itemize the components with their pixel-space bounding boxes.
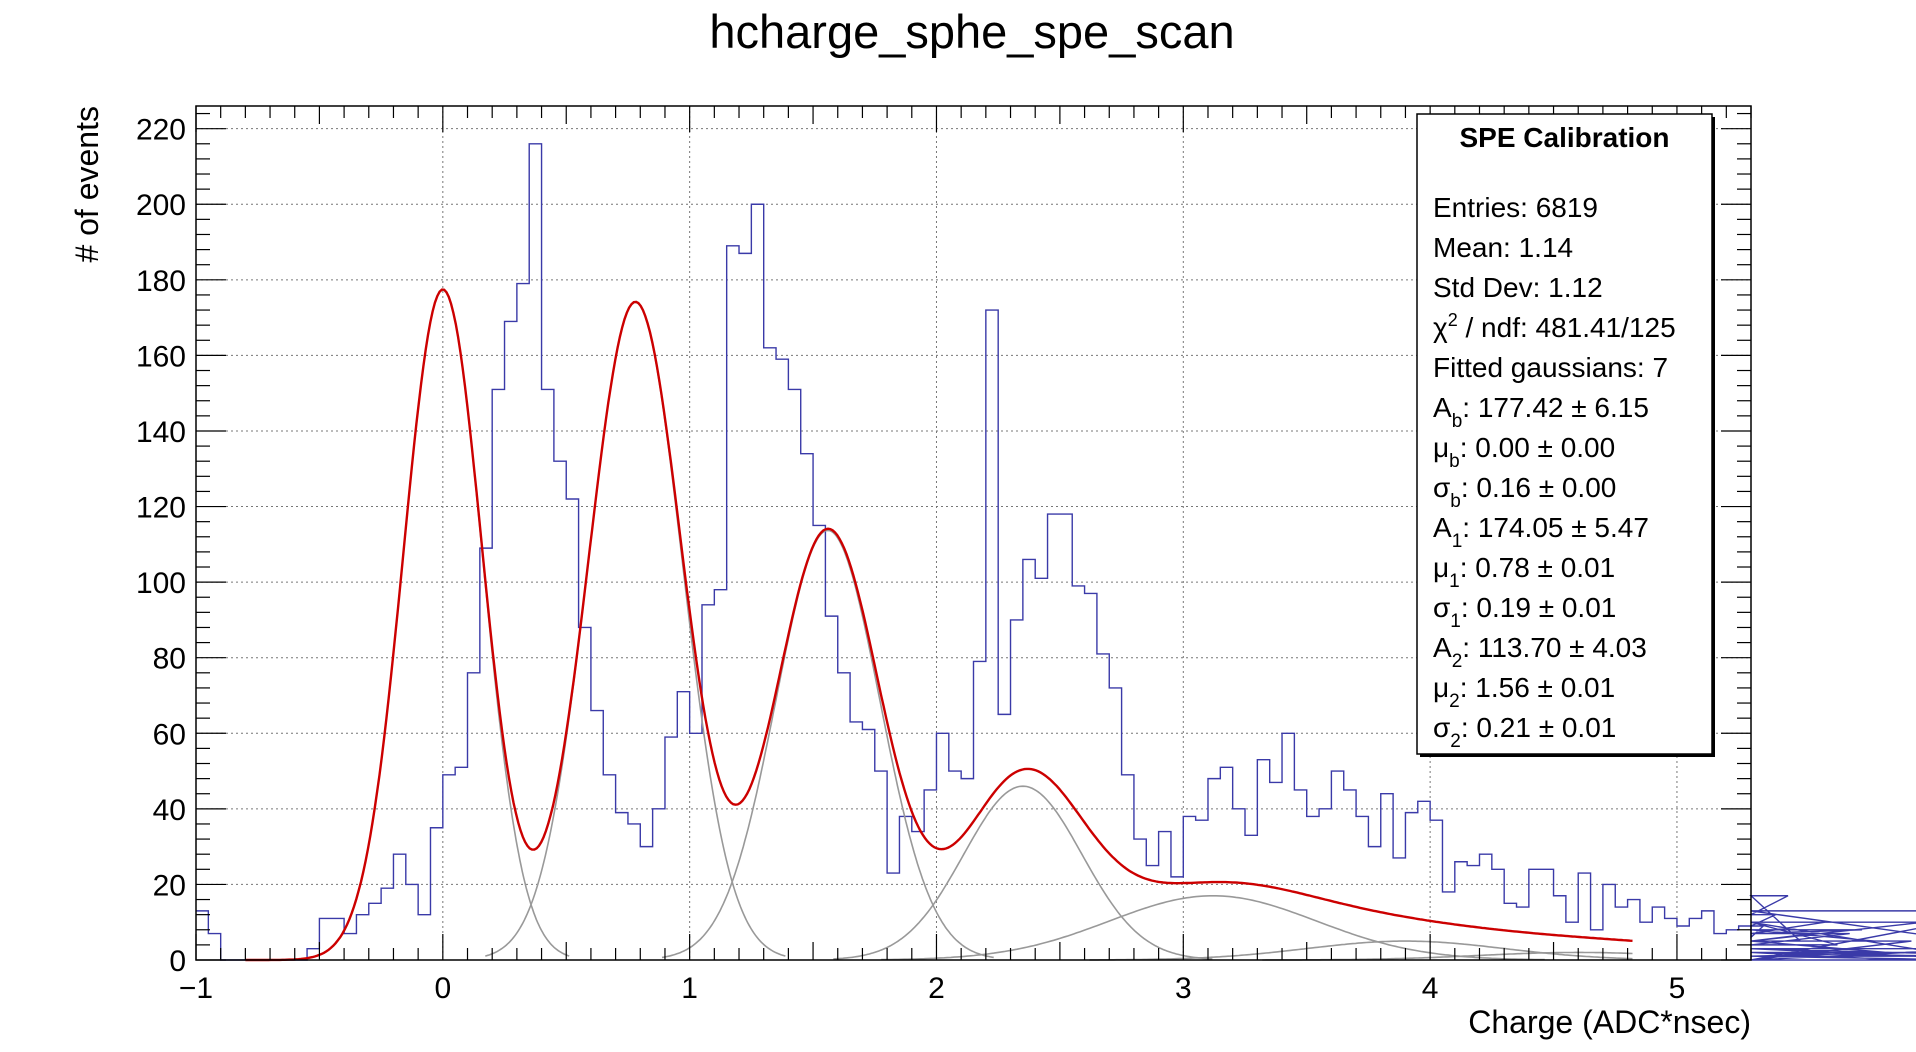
- stats-entries: Entries: 6819: [1433, 192, 1598, 223]
- y-tick-label: 140: [136, 416, 186, 449]
- y-tick-label: 20: [153, 869, 186, 902]
- y-tick-label: 0: [169, 945, 186, 978]
- stats-param: μ1: 0.78 ± 0.01: [1433, 552, 1615, 592]
- x-tick-label: −1: [179, 972, 213, 1005]
- total-fit-curve: [245, 288, 1633, 962]
- x-tick-label: 1: [681, 972, 698, 1005]
- chart-title: hcharge_sphe_spe_scan: [709, 5, 1234, 58]
- gaussian-component: [661, 529, 994, 959]
- y-axis-title: # of events: [69, 106, 105, 263]
- stats-stddev: Std Dev: 1.12: [1433, 272, 1603, 303]
- gaussian-component: [833, 785, 1213, 960]
- stats-param: σ2: 0.21 ± 0.01: [1433, 712, 1616, 752]
- total-fit: [245, 288, 1633, 962]
- x-tick-label: 3: [1175, 972, 1192, 1005]
- y-tick-label: 40: [153, 794, 186, 827]
- stats-param: σ1: 0.19 ± 0.01: [1433, 592, 1616, 632]
- x-tick-label: 2: [928, 972, 945, 1005]
- stats-mean: Mean: 1.14: [1433, 232, 1573, 263]
- y-tick-label: 100: [136, 567, 186, 600]
- stats-param: μb: 0.00 ± 0.00: [1433, 432, 1615, 472]
- y-tick-label: 220: [136, 114, 186, 147]
- y-tick-label: 180: [136, 265, 186, 298]
- y-tick-label: 160: [136, 340, 186, 373]
- stats-chi2: χ2 / ndf: 481.41/125: [1433, 310, 1676, 343]
- stats-header: SPE Calibration: [1459, 122, 1669, 153]
- y-tick-label: 80: [153, 643, 186, 676]
- x-tick-label: 0: [434, 972, 451, 1005]
- stats-param: A1: 174.05 ± 5.47: [1433, 512, 1649, 552]
- stats-box-frame: [1416, 113, 1713, 755]
- stats-ngauss: Fitted gaussians: 7: [1433, 352, 1668, 383]
- y-tick-label: 60: [153, 718, 186, 751]
- stats-box: SPE Calibration Entries: 6819 Mean: 1.14 St…: [1416, 113, 1715, 757]
- stats-param: μ2: 1.56 ± 0.01: [1433, 672, 1615, 712]
- x-tick-label: 5: [1669, 972, 1686, 1005]
- y-tick-label: 120: [136, 492, 186, 525]
- gaussian-component: [881, 895, 1545, 961]
- x-axis-title: Charge (ADC*nsec): [1468, 1004, 1751, 1040]
- stats-param: A2: 113.70 ± 4.03: [1433, 632, 1647, 672]
- x-tick-label: 4: [1422, 972, 1439, 1005]
- stats-param: σb: 0.16 ± 0.00: [1433, 472, 1616, 512]
- y-tick-label: 200: [136, 189, 186, 222]
- plot-frame: [195, 105, 1752, 961]
- stats-param: Ab: 177.42 ± 6.15: [1433, 392, 1649, 432]
